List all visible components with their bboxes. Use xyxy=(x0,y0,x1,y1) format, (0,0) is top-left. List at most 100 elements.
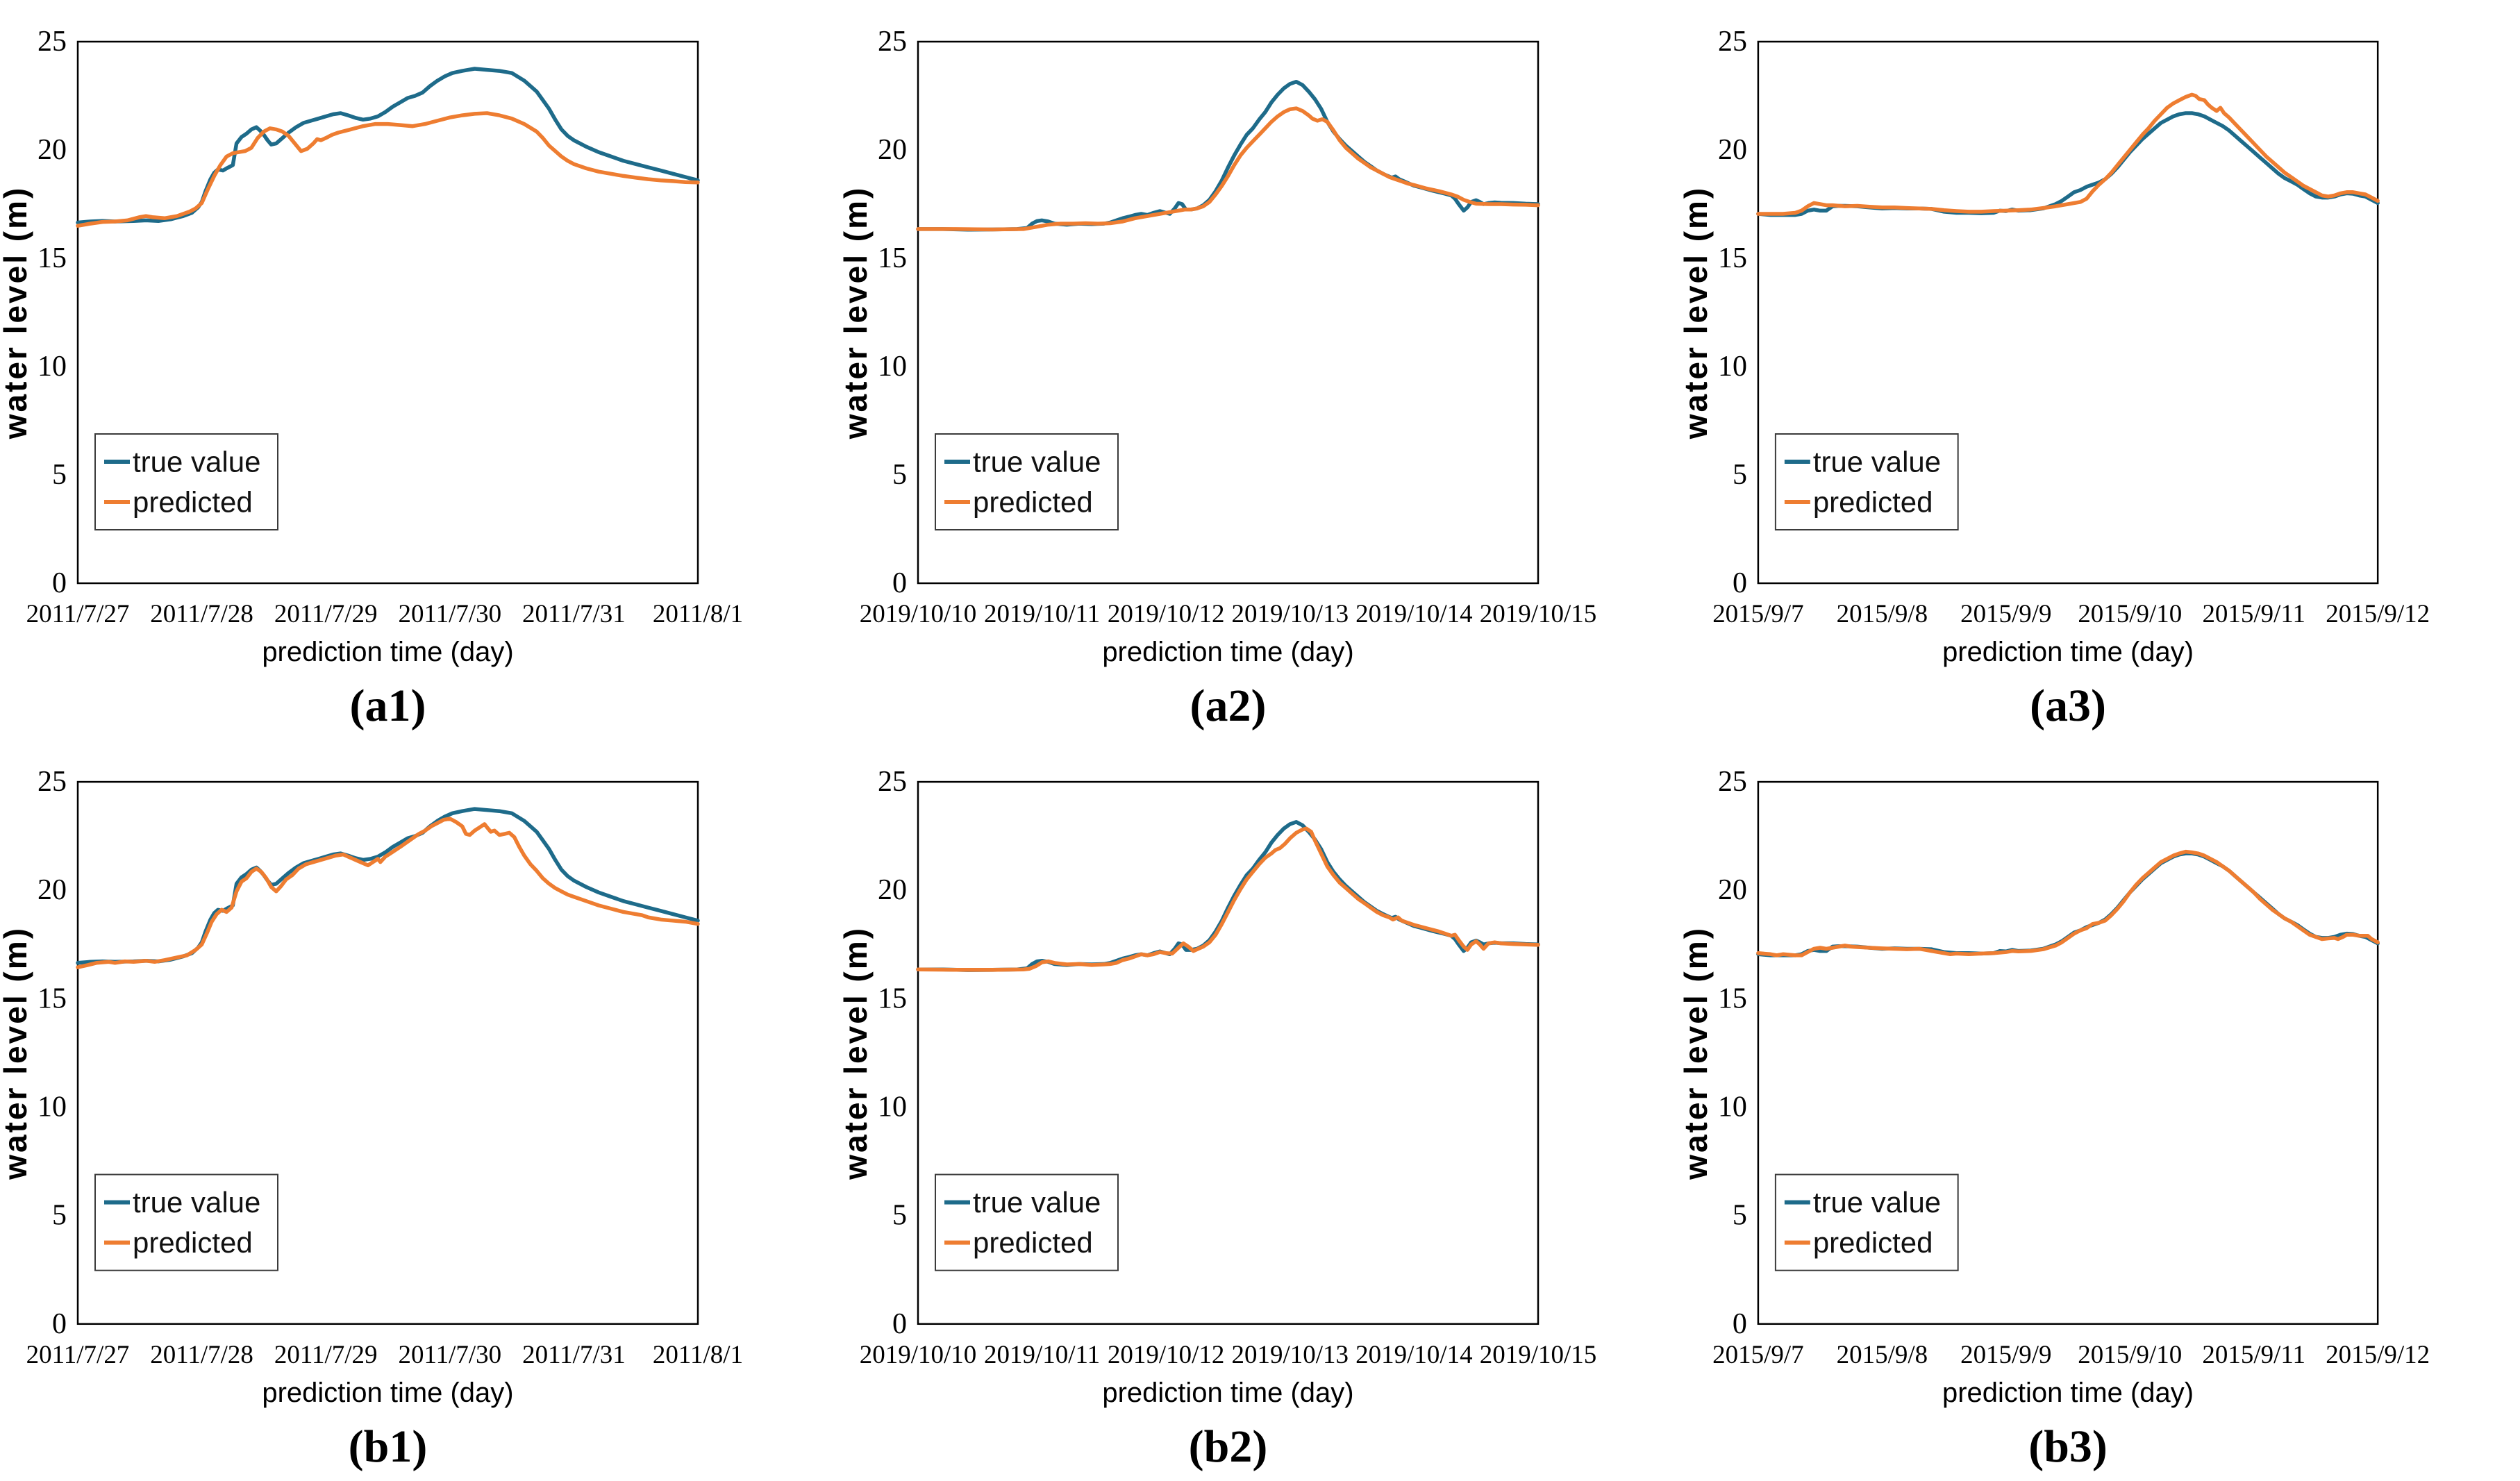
x-tick-label: 2019/10/12 xyxy=(1108,1341,1224,1369)
x-tick-label: 2019/10/12 xyxy=(1108,600,1225,628)
x-tick-label: 2015/9/12 xyxy=(2326,1341,2430,1369)
x-tick-label: 2011/7/28 xyxy=(150,600,253,628)
legend-box xyxy=(1774,1173,1959,1271)
series-line-predicted xyxy=(916,106,1540,232)
x-tick-label: 2015/9/10 xyxy=(2078,599,2182,628)
y-tick-label: 20 xyxy=(878,874,907,906)
x-tick-label: 2015/9/9 xyxy=(1960,599,2051,628)
series-line-true_value xyxy=(76,807,700,965)
x-tick-label: 2011/7/27 xyxy=(26,600,130,628)
x-tick-label: 2015/9/7 xyxy=(1712,599,1803,628)
y-tick-label: 5 xyxy=(1733,459,1747,491)
y-tick-label: 0 xyxy=(1733,1308,1747,1340)
x-tick-label: 2015/9/10 xyxy=(2078,1341,2182,1369)
x-tick-label: 2019/10/10 xyxy=(860,600,977,628)
x-tick-label: 2019/10/14 xyxy=(1355,1341,1472,1369)
x-tick-label: 2019/10/13 xyxy=(1232,1341,1349,1369)
legend: true value predicted xyxy=(935,433,1119,530)
x-tick-label: 2015/9/9 xyxy=(1960,1341,2051,1369)
legend-label-predicted: predicted xyxy=(133,486,253,519)
y-tick-label: 10 xyxy=(37,351,67,383)
y-tick-label: 25 xyxy=(37,766,67,798)
y-tick-label: 0 xyxy=(1733,567,1747,599)
series-line-predicted xyxy=(1756,849,2380,957)
x-tick-label: 2015/9/11 xyxy=(2202,1341,2305,1369)
y-tick-label: 5 xyxy=(892,1200,907,1232)
plot-border xyxy=(917,780,1539,1325)
x-tick-label: 2011/7/29 xyxy=(274,600,378,628)
series-line-predicted xyxy=(76,817,700,969)
x-tick-label: 2015/9/8 xyxy=(1837,599,1928,628)
plot-border xyxy=(76,780,699,1325)
panel-label-b1: (b1) xyxy=(349,1421,428,1472)
legend: true value predicted xyxy=(935,1173,1119,1271)
x-axis-title: prediction time (day) xyxy=(1942,637,2194,667)
panel-label-a2: (a2) xyxy=(1190,680,1267,731)
y-tick-label: 15 xyxy=(1718,242,1747,274)
y-tick-label: 5 xyxy=(892,459,907,491)
chart-panel-b2: 0 5 10 15 20 25 2019/10/10 2019/10/11 2019/10/12… xyxy=(840,740,1680,1481)
y-tick-label: 25 xyxy=(878,766,907,798)
y-tick-label: 25 xyxy=(37,26,67,58)
legend-label-true_value: true value xyxy=(133,1186,260,1219)
x-tick-label: 2015/9/11 xyxy=(2202,599,2305,628)
legend-label-true_value: true value xyxy=(133,446,260,478)
x-axis-title: prediction time (day) xyxy=(262,1378,513,1408)
x-tick-label: 2011/7/30 xyxy=(398,600,501,628)
series-line-true_value xyxy=(916,820,1540,972)
series-line-true_value xyxy=(76,67,700,225)
x-tick-label: 2015/9/12 xyxy=(2326,599,2430,628)
y-tick-label: 20 xyxy=(37,874,67,906)
series-line-predicted xyxy=(916,826,1540,972)
x-axis-title: prediction time (day) xyxy=(1942,1378,2194,1408)
y-tick-label: 10 xyxy=(37,1091,67,1123)
y-tick-label: 20 xyxy=(1718,874,1747,906)
series-line-predicted xyxy=(1756,92,2380,216)
y-tick-label: 0 xyxy=(52,567,67,599)
y-tick-label: 0 xyxy=(892,567,907,599)
y-axis-title: water level (m) xyxy=(0,186,33,440)
x-tick-label: 2019/10/13 xyxy=(1232,600,1349,628)
legend-label-true_value: true value xyxy=(973,446,1101,478)
legend-label-predicted: predicted xyxy=(973,486,1093,519)
x-tick-label: 2011/7/29 xyxy=(274,1341,378,1369)
y-tick-label: 5 xyxy=(52,1200,67,1232)
y-tick-label: 20 xyxy=(878,134,907,166)
chart-canvas-a3: 0 5 10 15 20 25 2015/9/7 2015/9/8 2015/9/9 2015/9… xyxy=(1680,26,2430,731)
legend-box xyxy=(94,433,278,530)
y-tick-label: 25 xyxy=(1718,26,1747,58)
x-tick-label: 2011/8/1 xyxy=(653,600,743,628)
x-tick-label: 2019/10/15 xyxy=(1480,600,1597,628)
legend: true value predicted xyxy=(94,1173,278,1271)
legend-box xyxy=(935,1173,1119,1271)
legend-label-predicted: predicted xyxy=(973,1226,1093,1259)
y-tick-label: 5 xyxy=(1733,1200,1747,1232)
legend-label-predicted: predicted xyxy=(1813,485,1933,518)
x-tick-label: 2011/7/30 xyxy=(398,1341,501,1369)
y-tick-label: 25 xyxy=(878,26,907,58)
legend-label-true_value: true value xyxy=(973,1186,1101,1219)
chart-panel-a3: 0 5 10 15 20 25 2015/9/7 2015/9/8 2015/9/9 2015/9… xyxy=(1680,0,2520,740)
panel-label-a3: (a3) xyxy=(2030,680,2106,731)
y-tick-label: 15 xyxy=(878,242,907,274)
y-tick-label: 20 xyxy=(1718,134,1747,166)
y-tick-label: 10 xyxy=(1718,351,1747,383)
x-tick-label: 2011/7/28 xyxy=(150,1341,253,1369)
y-tick-label: 20 xyxy=(37,134,67,166)
chart-canvas-b2: 0 5 10 15 20 25 2019/10/10 2019/10/11 2019/10/12… xyxy=(840,766,1596,1472)
legend-box xyxy=(94,1173,278,1271)
plot-border xyxy=(76,40,699,585)
y-axis-title: water level (m) xyxy=(1680,926,1714,1180)
legend-label-predicted: predicted xyxy=(133,1226,253,1259)
panel-label-b2: (b2) xyxy=(1189,1421,1268,1472)
legend-box xyxy=(935,433,1119,530)
series-line-true_value xyxy=(916,79,1540,232)
x-tick-label: 2015/9/7 xyxy=(1712,1341,1803,1369)
y-tick-label: 15 xyxy=(37,242,67,274)
y-axis-title: water level (m) xyxy=(1680,186,1714,440)
x-tick-label: 2015/9/8 xyxy=(1837,1341,1928,1369)
y-tick-label: 0 xyxy=(892,1308,907,1340)
y-tick-label: 10 xyxy=(878,351,907,383)
y-tick-label: 0 xyxy=(52,1308,67,1340)
x-tick-label: 2019/10/15 xyxy=(1480,1341,1596,1369)
